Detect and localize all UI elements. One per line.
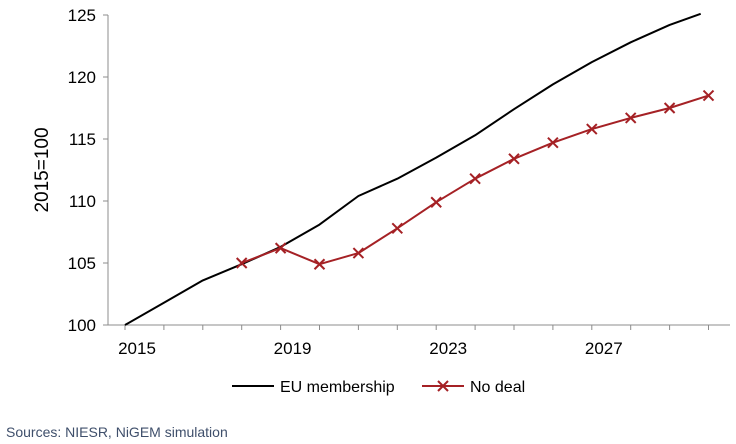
y-tick-label: 105 xyxy=(68,254,96,273)
data-point-marker xyxy=(702,89,715,102)
x-tick-label: 2019 xyxy=(274,339,312,358)
series-line xyxy=(124,12,702,326)
series-layer xyxy=(124,12,715,326)
data-point-marker xyxy=(508,153,520,165)
y-tick-label: 100 xyxy=(68,316,96,335)
y-axis-title: 2015=100 xyxy=(32,127,53,212)
data-point-marker xyxy=(469,172,481,185)
data-point-marker xyxy=(624,112,637,124)
data-point-marker xyxy=(586,123,598,135)
axes xyxy=(103,14,730,330)
legend: EU membership No deal xyxy=(232,379,525,396)
x-tick-label: 2027 xyxy=(585,339,623,358)
y-tick-label: 115 xyxy=(69,130,96,149)
data-point-marker xyxy=(547,137,559,149)
data-point-marker xyxy=(274,242,287,254)
tick-labels: 100 105 110 115 120 125 2015 2019 2023 2027 xyxy=(68,6,623,358)
x-tick-label: 2015 xyxy=(118,339,156,358)
y-tick-label: 125 xyxy=(68,6,96,25)
data-point-marker xyxy=(391,222,404,234)
series-eu-membership xyxy=(124,12,702,326)
legend-label: EU membership xyxy=(280,379,395,396)
y-tick-label: 110 xyxy=(69,192,96,211)
series-no-deal xyxy=(235,89,715,270)
legend-label: No deal xyxy=(470,379,525,396)
line-chart: 100 105 110 115 120 125 2015 2019 2023 2027 2015=… xyxy=(32,6,730,396)
legend-item: EU membership xyxy=(232,379,395,396)
data-point-marker xyxy=(663,102,676,114)
data-point-marker xyxy=(430,196,442,208)
legend-item: No deal xyxy=(422,379,525,396)
data-point-marker xyxy=(352,247,365,259)
data-point-marker xyxy=(235,257,248,269)
x-tick-label: 2023 xyxy=(429,339,467,358)
y-tick-label: 120 xyxy=(68,68,96,87)
source-note: Sources: NIESR, NiGEM simulation xyxy=(6,424,228,440)
data-point-marker xyxy=(313,258,326,270)
